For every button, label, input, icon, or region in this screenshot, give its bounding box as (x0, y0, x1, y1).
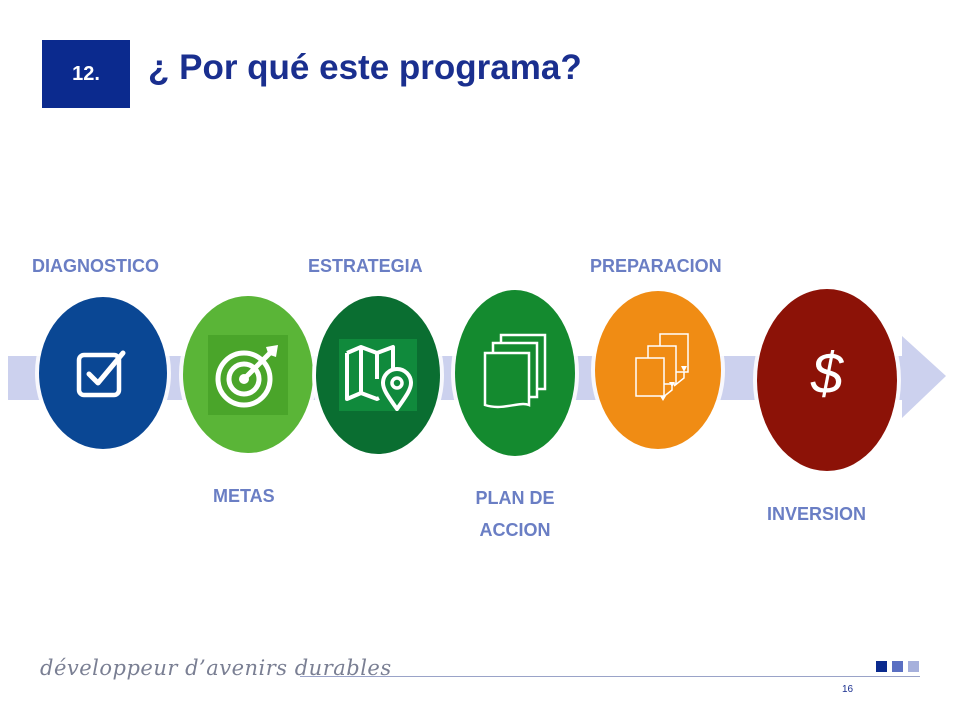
flowchart-pages-icon (635, 333, 689, 401)
footer-square-mid (892, 661, 903, 672)
step-label-preparacion: PREPARACION (590, 256, 722, 276)
step-label-diagnostico: DIAGNOSTICO (32, 256, 160, 276)
footer-square-dark (876, 661, 887, 672)
step-label-estrategia: ESTRATEGIA (308, 256, 423, 276)
documents-icon (483, 333, 547, 409)
target-icon (208, 334, 288, 415)
page-title: ¿ Por qué este programa? (148, 48, 582, 87)
step-circle-metas (183, 296, 313, 453)
step-circle-preparacion (595, 291, 721, 449)
step-label-metas: METAS (213, 486, 275, 506)
step-circle-estrategia (316, 296, 440, 454)
step-label-plan-de-accion: PLAN DE ACCION (470, 482, 560, 546)
step-circle-diagnostico (39, 297, 167, 449)
footer-square-light (908, 661, 919, 672)
step-label-inversion: INVERSION (767, 504, 867, 524)
step-circle-inversion: $ (757, 289, 897, 471)
step-label-plan-line2: ACCION (479, 520, 551, 540)
section-number-badge: 12. (42, 40, 130, 108)
step-circle-plan-de-accion (455, 290, 575, 456)
checkbox-icon (76, 350, 126, 398)
dollar-icon: $ (810, 340, 844, 406)
arrow-band-head (902, 336, 946, 418)
section-number: 12. (72, 62, 100, 85)
step-label-plan-line1: PLAN DE (475, 488, 555, 508)
page-number: 16 (842, 684, 854, 695)
footer-divider (300, 676, 920, 677)
map-location-icon (339, 339, 417, 411)
